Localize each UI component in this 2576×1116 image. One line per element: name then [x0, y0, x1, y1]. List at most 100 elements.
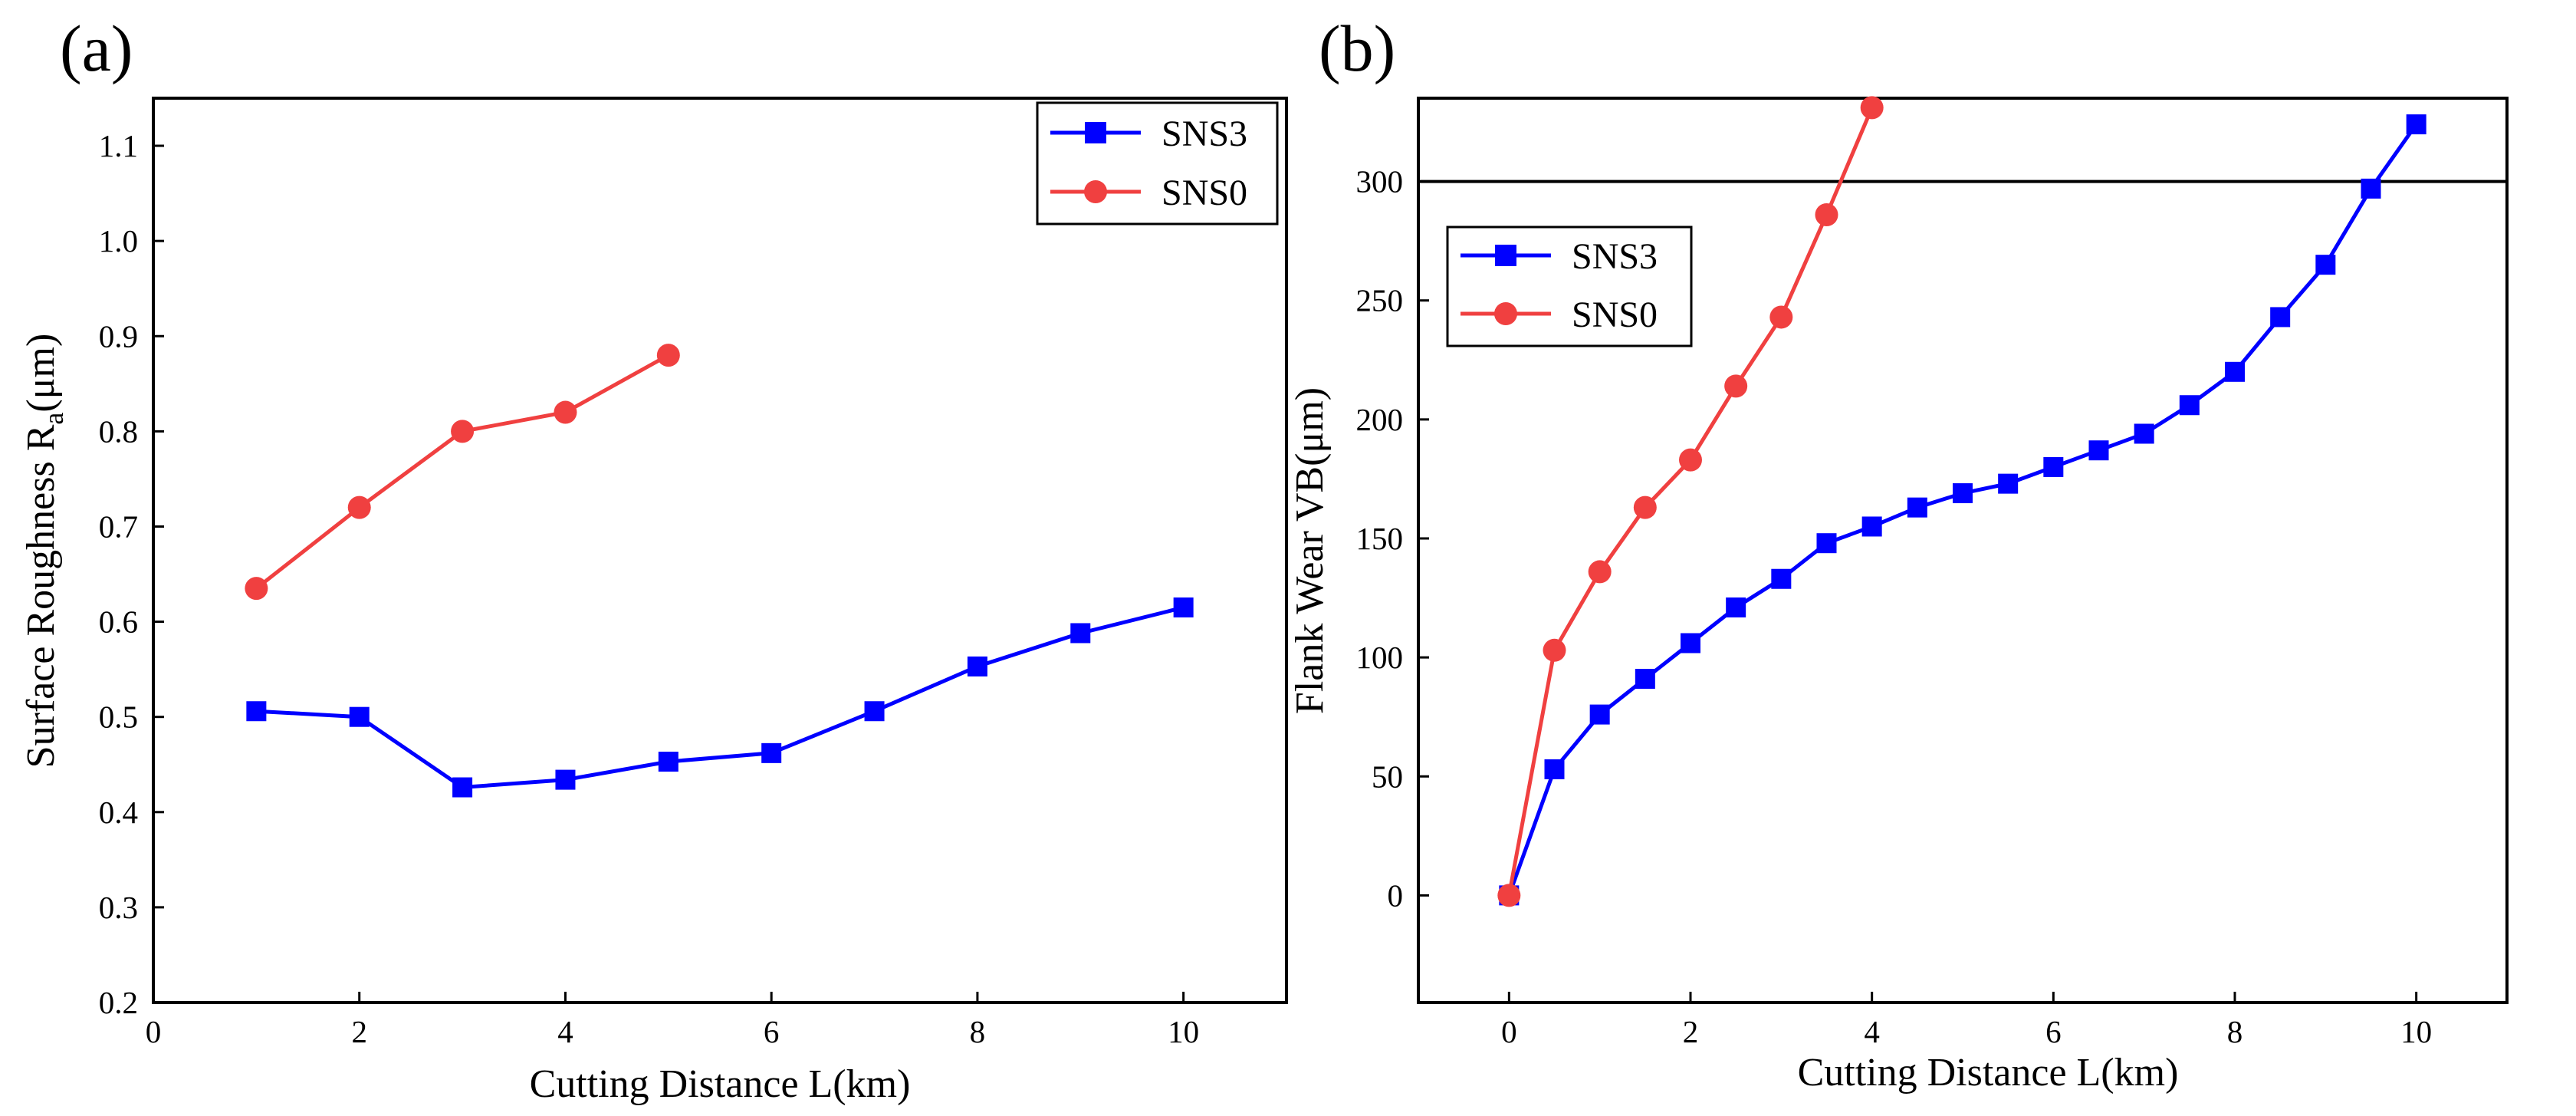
series-group-a	[245, 344, 1194, 798]
data-point-sns0	[1815, 203, 1838, 227]
x-tick-label: 10	[1168, 1014, 1199, 1049]
data-point-sns3	[1861, 516, 1882, 537]
x-tick-label: 0	[1501, 1014, 1517, 1049]
data-point-sns0	[1543, 638, 1566, 662]
data-point-sns0	[451, 420, 475, 443]
legend-marker-sns0-b	[1494, 302, 1517, 325]
data-point-sns3	[2225, 361, 2245, 382]
legend-box-b	[1446, 226, 1693, 347]
y-tick-label: 0.5	[99, 700, 138, 735]
data-point-sns3	[349, 706, 370, 727]
data-point-sns3	[1635, 669, 1655, 690]
data-point-sns0	[554, 400, 577, 424]
data-point-sns3	[2406, 114, 2426, 135]
data-point-sns0	[1769, 305, 1793, 329]
plot-frame-b	[1417, 97, 2509, 1004]
data-point-sns0	[245, 577, 268, 601]
y-axis-title-a: Surface Roughness Ra(μm)	[19, 334, 69, 769]
panel-label-a: (a)	[60, 12, 133, 85]
data-point-sns3	[1589, 704, 1610, 725]
x-axis-ticks-a: 0 2 4 6 8 10	[146, 992, 1199, 1049]
data-point-sns3	[2088, 440, 2109, 461]
x-axis-title-a: Cutting Distance L(km)	[530, 1062, 911, 1106]
data-point-sns0	[1679, 448, 1702, 472]
data-point-sns0	[656, 344, 680, 367]
y-tick-label: 0.3	[99, 890, 138, 925]
plot-frame-a	[152, 97, 1288, 1004]
data-point-sns3	[1998, 473, 2019, 494]
y-tick-label: 200	[1356, 402, 1404, 437]
legend-b: SNS3 SNS0	[1446, 226, 1693, 347]
data-point-sns3	[246, 701, 267, 722]
y-axis-title-unit: (μm)	[19, 334, 63, 413]
data-point-sns3	[864, 701, 885, 722]
data-point-sns0	[1588, 560, 1612, 584]
x-tick-label: 6	[2045, 1014, 2062, 1049]
y-tick-label: 0	[1388, 877, 1404, 913]
y-axis-title-main: Surface Roughness R	[19, 424, 63, 768]
x-tick-label: 4	[1864, 1014, 1880, 1049]
y-axis-title-subscript: a	[38, 413, 69, 425]
data-point-sns0	[1633, 495, 1657, 519]
data-point-sns3	[1544, 759, 1565, 779]
data-point-sns3	[452, 777, 473, 798]
y-tick-label: 1.0	[99, 223, 138, 258]
y-axis-title-b: Flank Wear VB(μm)	[1288, 387, 1332, 714]
y-tick-label: 300	[1356, 164, 1404, 199]
legend-label-sns0: SNS0	[1162, 173, 1247, 213]
data-point-sns3	[658, 752, 678, 772]
data-point-sns0	[1497, 884, 1521, 907]
data-point-sns3	[1070, 623, 1091, 644]
data-point-sns3	[555, 769, 576, 790]
legend-a: SNS3 SNS0	[1036, 101, 1279, 226]
data-point-sns3	[1816, 533, 1837, 554]
x-axis-ticks-b: 0 2 4 6 8 10	[1501, 992, 2432, 1049]
data-point-sns3	[1953, 483, 1973, 504]
data-point-sns3	[761, 742, 782, 763]
data-point-sns3	[2270, 307, 2291, 328]
x-axis-title-b: Cutting Distance L(km)	[1798, 1051, 2179, 1095]
legend-marker-sns3-b	[1495, 245, 1516, 266]
series-group-b	[1497, 96, 2426, 907]
y-tick-label: 0.9	[99, 318, 138, 354]
data-point-sns3	[2134, 423, 2154, 444]
data-point-sns3	[2179, 395, 2200, 416]
y-tick-label: 150	[1356, 521, 1404, 556]
y-tick-label: 100	[1356, 640, 1404, 675]
y-tick-label: 250	[1356, 283, 1404, 318]
data-point-sns3	[1771, 568, 1792, 589]
y-tick-label: 50	[1372, 759, 1403, 794]
chart-panel-b: (b) 0 2 4 6 8 10 0 50 100 150 200 250 300 Cutting D…	[1288, 12, 2509, 1095]
series-line-sns0	[255, 353, 670, 591]
legend-box-a	[1036, 101, 1279, 226]
series-line-sns3	[256, 605, 1184, 790]
y-tick-label: 0.4	[99, 795, 138, 830]
y-axis-ticks-b: 0 50 100 150 200 250 300	[1356, 164, 1429, 913]
panel-label-b: (b)	[1319, 12, 1395, 85]
data-point-sns0	[1860, 96, 1884, 120]
y-tick-label: 0.2	[99, 985, 138, 1020]
y-tick-label: 0.6	[99, 604, 138, 640]
chart-panel-a: (a) 0 2 4 6 8 10 0.2 0.3 0.4 0.5 0.6 0.7 0.8 0.9 1.0 1…	[19, 12, 1288, 1106]
legend-marker-sns0	[1084, 180, 1107, 203]
data-point-sns3	[1726, 597, 1746, 617]
legend-label-sns3-b: SNS3	[1572, 236, 1658, 277]
legend-label-sns3: SNS3	[1162, 114, 1247, 154]
data-point-sns0	[1724, 374, 1748, 398]
x-tick-label: 6	[764, 1014, 780, 1049]
data-point-sns3	[967, 656, 987, 677]
data-point-sns3	[1173, 597, 1194, 617]
x-tick-label: 8	[970, 1014, 986, 1049]
x-tick-label: 2	[351, 1014, 367, 1049]
data-point-sns3	[2043, 456, 2064, 477]
y-tick-label: 0.7	[99, 509, 138, 544]
x-tick-label: 0	[146, 1014, 162, 1049]
x-tick-label: 2	[1683, 1014, 1699, 1049]
y-axis-ticks-a: 0.2 0.3 0.4 0.5 0.6 0.7 0.8 0.9 1.0 1.1	[99, 128, 164, 1020]
legend-marker-sns3	[1085, 122, 1106, 143]
data-point-sns3	[1681, 633, 1700, 653]
data-point-sns3	[1907, 497, 1927, 518]
legend-label-sns0-b: SNS0	[1572, 295, 1658, 335]
x-tick-label: 8	[2227, 1014, 2243, 1049]
